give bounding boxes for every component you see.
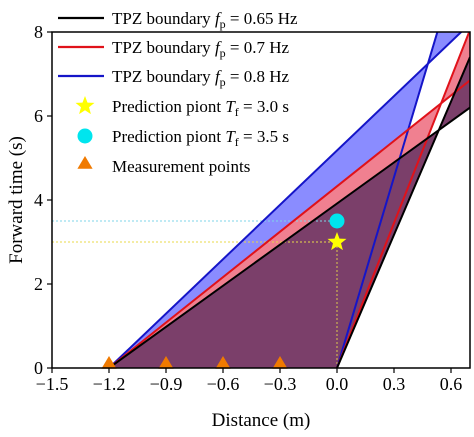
y-tick-label: 2 — [34, 274, 43, 294]
tpz-boundary-front-2 — [336, 32, 439, 368]
y-tick-label: 6 — [34, 106, 43, 126]
legend-label-text: TPZ boundary — [112, 38, 215, 57]
legend-label-text: TPZ boundary — [112, 9, 215, 28]
tpz-boundary-rear-1 — [108, 79, 470, 368]
x-tick-label: 0.0 — [326, 374, 349, 394]
prediction-point-star-marker — [327, 232, 347, 251]
tpz-boundary-front-0 — [336, 56, 470, 368]
reference-line-layer — [52, 220, 338, 368]
tick-layer: −1.5 −1.2 −0.9 −0.6 −0.3 0.0 0.3 0.6 0 2 4 6 8 — [34, 22, 462, 394]
tpz-boundary-front-1 — [336, 32, 470, 368]
legend-label-measurement: Measurement points — [112, 157, 250, 176]
y-tick-label: 4 — [34, 190, 43, 210]
legend-label-symbol: f — [215, 67, 222, 86]
legend-label-subscript: p — [220, 75, 226, 89]
y-axis-label: Forward time (s) — [6, 136, 27, 264]
legend-label-text: Prediction piont — [112, 127, 225, 146]
legend-label-text: Prediction piont — [112, 97, 225, 116]
measurement-point-marker — [158, 356, 174, 369]
legend-label-prediction-1: Prediction piont Tf = 3.5 s — [112, 127, 289, 149]
x-tick-label: −0.3 — [264, 374, 297, 394]
tpz-boundary-rear-0 — [108, 106, 470, 368]
legend-label-series-2: TPZ boundary fp = 0.8 Hz — [112, 67, 290, 89]
legend-label-series-0: TPZ boundary fp = 0.65 Hz — [112, 9, 298, 31]
x-tick-label: −1.2 — [93, 374, 126, 394]
measurement-point-marker — [215, 356, 231, 369]
legend-triangle-swatch — [77, 156, 93, 169]
legend-label-value: = 0.7 Hz — [226, 38, 290, 57]
legend-label-subscript: p — [220, 46, 226, 60]
prediction-point-circle-marker — [329, 213, 345, 229]
legend-label-value: = 0.8 Hz — [226, 67, 290, 86]
legend-label-value: = 0.65 Hz — [226, 9, 298, 28]
x-tick-label: −0.9 — [150, 374, 183, 394]
legend-label-subscript: f — [235, 135, 239, 149]
legend-label-prediction-0: Prediction piont Tf = 3.0 s — [112, 97, 289, 119]
y-tick-label: 0 — [34, 358, 43, 378]
legend-label-series-1: TPZ boundary fp = 0.7 Hz — [112, 38, 290, 60]
x-tick-label: −0.6 — [207, 374, 240, 394]
y-tick-label: 8 — [34, 22, 43, 42]
x-axis-label: Distance (m) — [212, 410, 311, 431]
legend-label-symbol: T — [225, 97, 236, 116]
legend-label-text: TPZ boundary — [112, 67, 215, 86]
legend-label-subscript: p — [220, 17, 226, 31]
tpz-boundary-layer — [108, 32, 470, 368]
tpz-boundary-rear-2 — [108, 32, 463, 368]
legend-label-symbol: T — [225, 127, 236, 146]
legend-label-symbol: f — [215, 38, 222, 57]
legend-star-swatch — [75, 96, 95, 115]
measurement-point-marker — [101, 356, 117, 369]
legend-label-symbol: f — [215, 9, 222, 28]
legend-label-value: = 3.5 s — [239, 127, 289, 146]
x-tick-label: 0.3 — [383, 374, 406, 394]
x-tick-label: 0.6 — [440, 374, 463, 394]
x-tick-label: −1.5 — [36, 374, 69, 394]
marker-layer — [101, 213, 347, 369]
legend-label-value: = 3.0 s — [239, 97, 289, 116]
legend-label-subscript: f — [235, 105, 239, 119]
legend-circle-swatch — [77, 128, 93, 144]
measurement-point-marker — [272, 356, 288, 369]
